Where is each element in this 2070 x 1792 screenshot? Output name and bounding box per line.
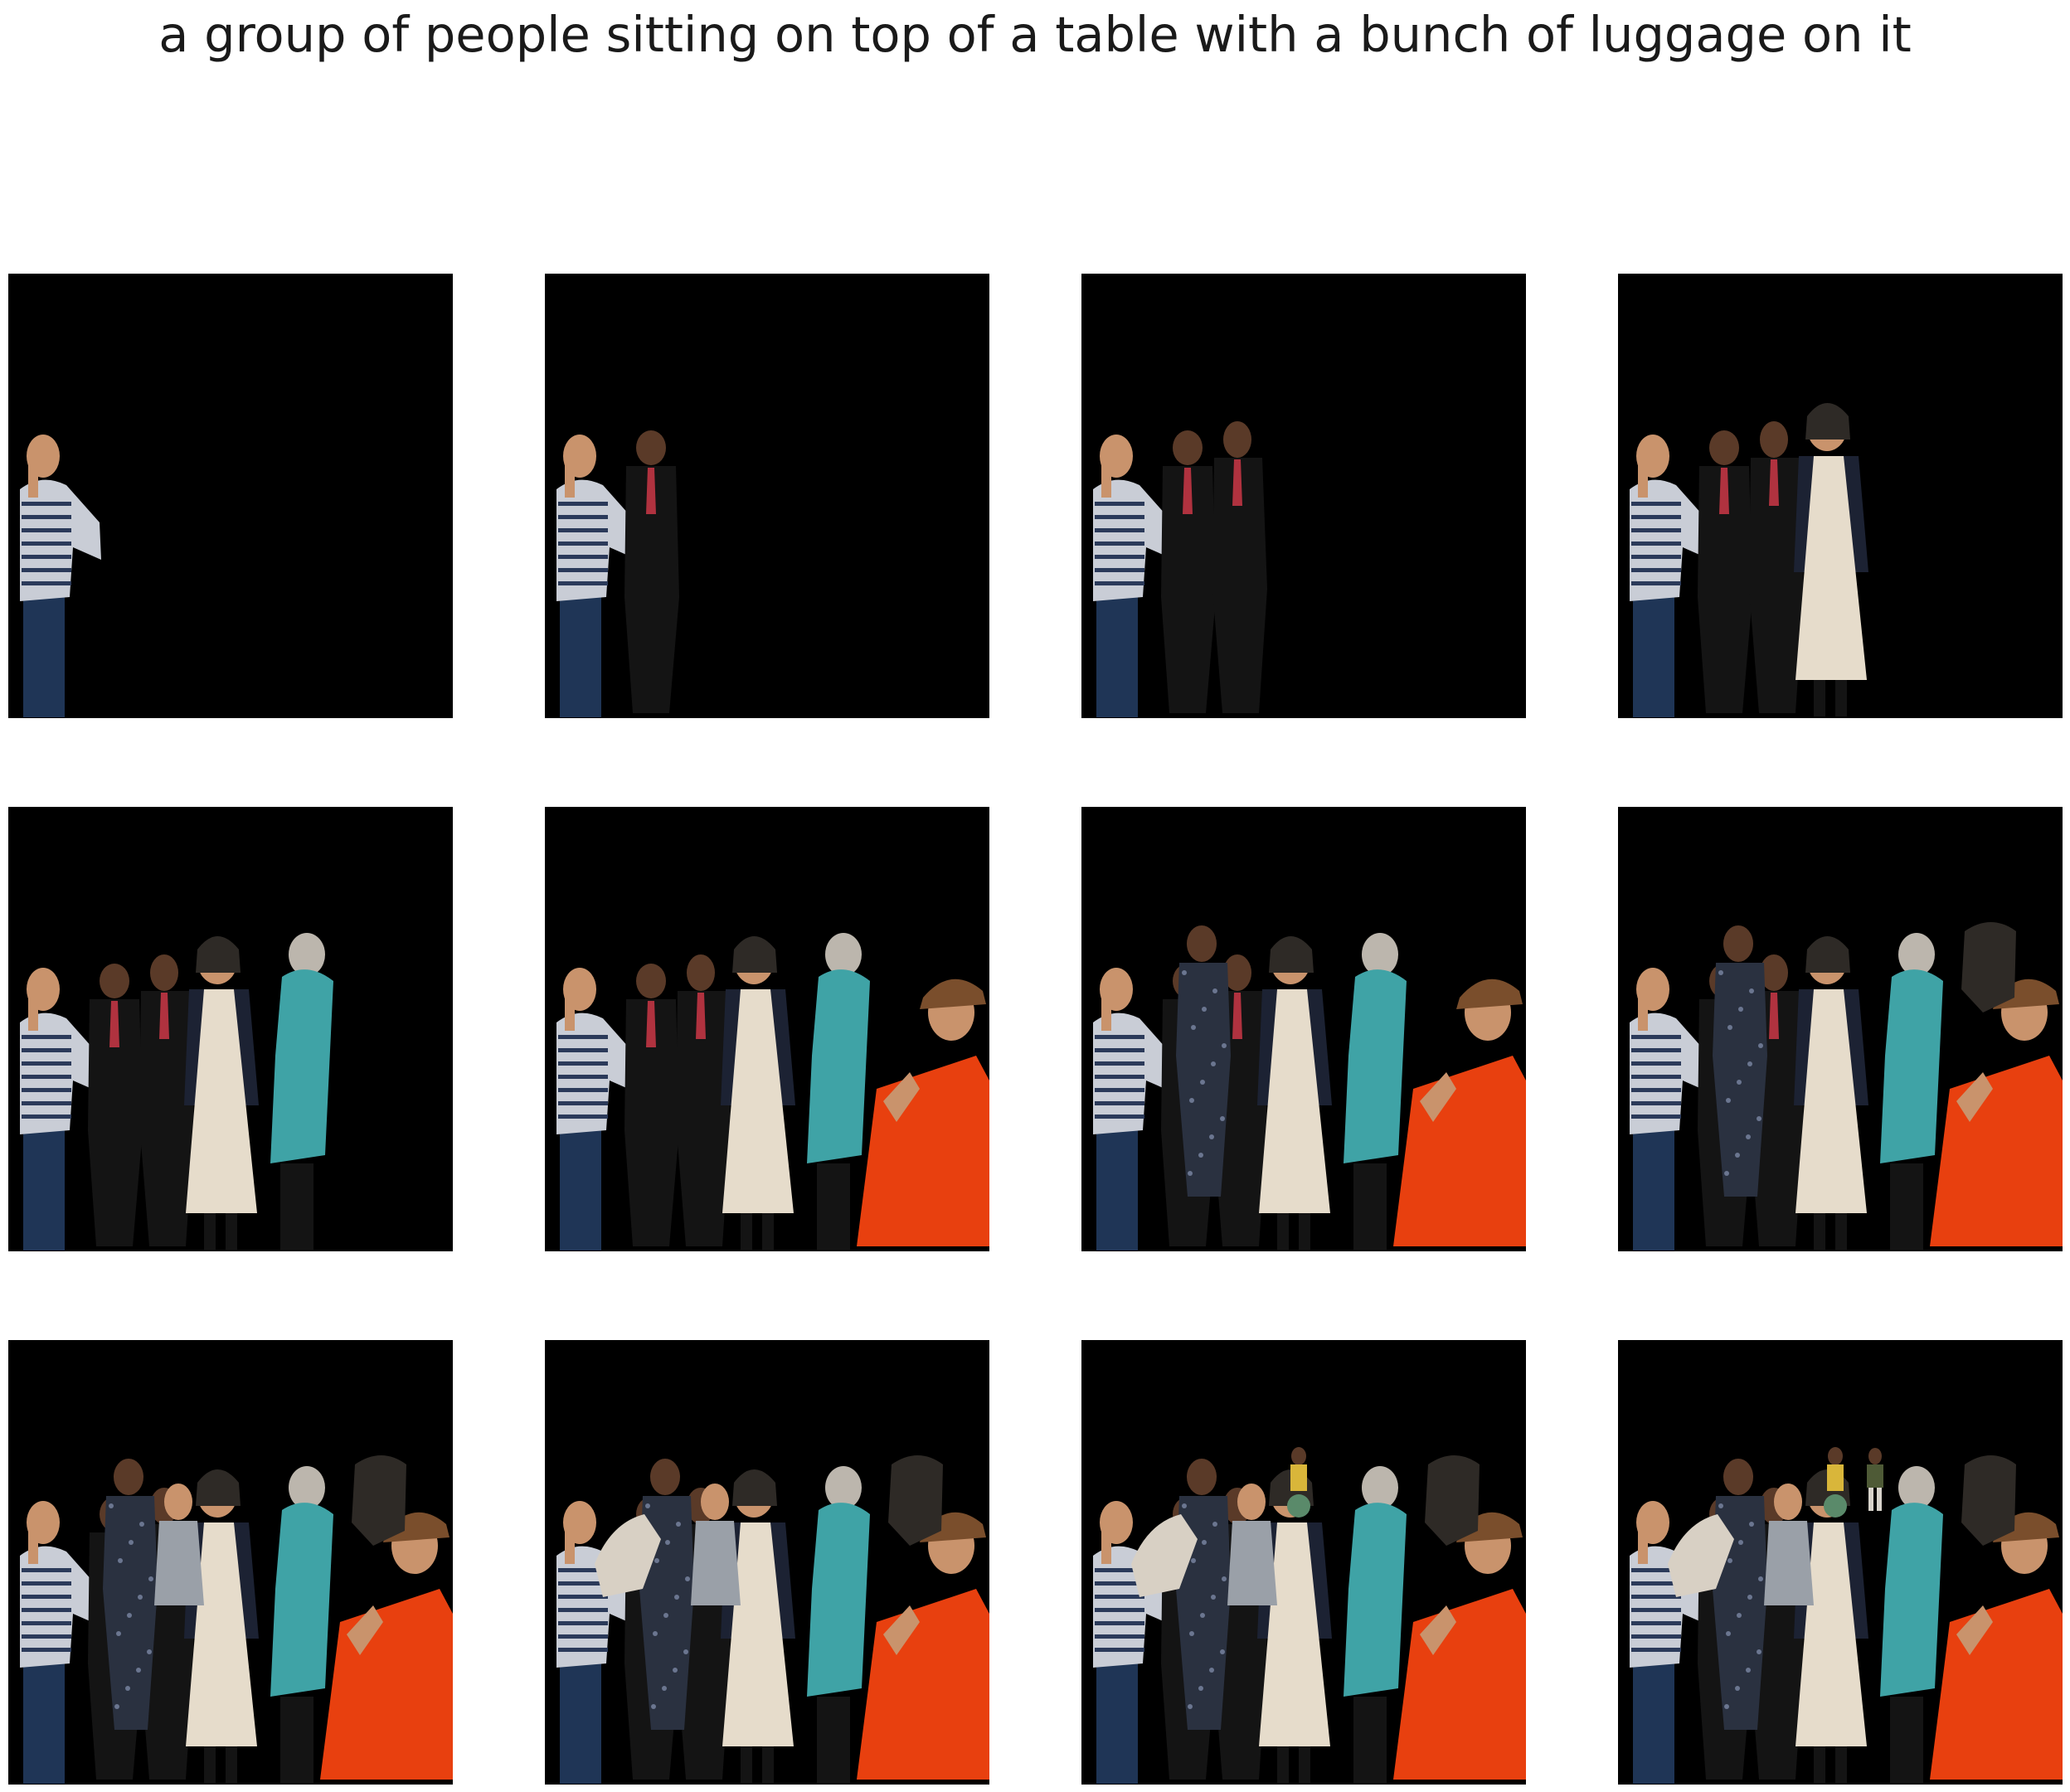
figure-man-suit-2	[1749, 421, 1804, 713]
figure-man-striped	[1093, 435, 1174, 717]
figure-grey-man	[691, 1484, 741, 1605]
composite-image-12	[1618, 1340, 2063, 1785]
image-panel-5	[8, 807, 453, 1251]
figure-woman-dress	[721, 936, 795, 1250]
composite-image-2	[545, 274, 989, 718]
figure-soldier	[103, 1459, 158, 1730]
figure-man-orange	[1930, 1512, 2063, 1780]
image-panel-6	[545, 807, 989, 1251]
figure-man-suit-2	[139, 954, 194, 1246]
figure-dark-head	[1961, 922, 2016, 1013]
figure-dark-head	[1425, 1455, 1480, 1546]
figure-man-suit-2	[676, 954, 731, 1246]
figure-woman-dress	[1794, 936, 1868, 1250]
figure-pale-crop	[595, 1514, 661, 1597]
image-panel-4	[1618, 274, 2063, 718]
image-panel-10	[545, 1340, 989, 1785]
figure-dark-head	[1961, 1455, 2016, 1546]
image-panel-2	[545, 274, 989, 718]
figure-man-suit-1	[624, 430, 679, 713]
figure-man-suit-1	[1698, 430, 1752, 713]
figure-woman-teal	[1880, 933, 1943, 1250]
figure-man-striped	[1630, 435, 1711, 717]
figure-pale-crop	[1131, 1514, 1198, 1597]
figure-man-suit-1	[1161, 430, 1216, 713]
figure-woman-teal	[1344, 933, 1407, 1250]
composite-image-11	[1081, 1340, 1526, 1785]
composite-image-10	[545, 1340, 989, 1785]
figure-woman-dress	[184, 936, 259, 1250]
image-panel-8	[1618, 807, 2063, 1251]
figure-dark-head	[888, 1455, 943, 1546]
image-panel-1	[8, 274, 453, 718]
composite-image-7	[1081, 807, 1526, 1251]
figure-small-yellow	[1287, 1447, 1310, 1518]
composite-image-5	[8, 807, 453, 1251]
composite-image-8	[1618, 807, 2063, 1251]
composite-image-9	[8, 1340, 453, 1785]
image-panel-3	[1081, 274, 1526, 718]
figure-man-suit-2	[1212, 421, 1267, 713]
figure-woman-teal	[1344, 1466, 1407, 1783]
figure-woman-teal	[270, 933, 333, 1250]
composite-image-1	[8, 274, 453, 718]
figure-man-orange	[1393, 1512, 1526, 1780]
figure-soldier	[1176, 925, 1231, 1197]
figure-man-striped	[20, 435, 101, 717]
composite-image-4	[1618, 274, 2063, 718]
image-panel-11	[1081, 1340, 1526, 1785]
figure-woman-teal	[1880, 1466, 1943, 1783]
figure-caption: a group of people sitting on top of a ta…	[158, 6, 1912, 63]
figure-grey-man	[154, 1484, 204, 1605]
figure-woman-dress	[1257, 936, 1332, 1250]
figure-soldier	[1713, 925, 1767, 1197]
figure-man-striped	[20, 1501, 101, 1784]
figure-man-orange	[857, 1512, 989, 1780]
figure-woman-teal	[270, 1466, 333, 1783]
image-panel-7	[1081, 807, 1526, 1251]
image-panel-12	[1618, 1340, 2063, 1785]
figure-man-suit-1	[88, 964, 143, 1246]
figure-grey-man	[1227, 1484, 1277, 1605]
figure-woman-dress	[184, 1469, 259, 1783]
figure-dark-head	[352, 1455, 406, 1546]
image-panel-9	[8, 1340, 453, 1785]
figure-man-striped	[20, 968, 101, 1251]
figure-grey-man	[1764, 1484, 1814, 1605]
figure-man-striped	[556, 968, 638, 1251]
figure-pale-crop	[1668, 1514, 1734, 1597]
figure-man-suit-1	[624, 964, 679, 1246]
figure-woman-dress	[721, 1469, 795, 1783]
figure-man-striped	[1630, 968, 1711, 1251]
figure-man-orange	[857, 979, 989, 1246]
figure-woman-dress	[1257, 1469, 1332, 1783]
figure-man-orange	[1393, 979, 1526, 1246]
figure-man-striped	[1093, 968, 1174, 1251]
figure-small-yellow	[1824, 1447, 1847, 1518]
figure-small-green	[1867, 1448, 1883, 1511]
figure-woman-dress	[1794, 403, 1868, 716]
figure-woman-teal	[807, 933, 870, 1250]
composite-image-3	[1081, 274, 1526, 718]
figure-woman-teal	[807, 1466, 870, 1783]
figure-man-striped	[556, 435, 638, 717]
composite-image-6	[545, 807, 989, 1251]
